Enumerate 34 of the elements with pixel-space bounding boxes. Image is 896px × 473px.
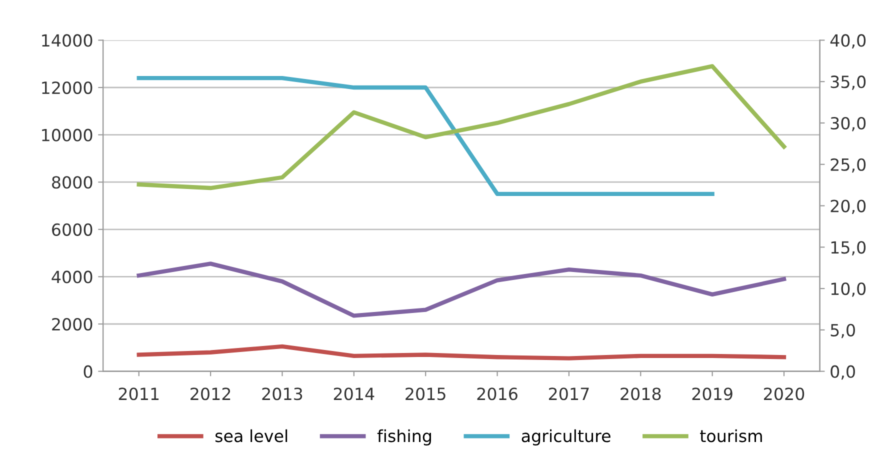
legend-label: tourism [700,429,762,442]
x-tick-label: 2011 [118,388,159,400]
y2-tick-label: 10,0 [831,282,866,297]
y2-tick-label: 35,0 [830,76,866,90]
x-tick-label: 2016 [477,388,518,400]
x-tick-label: 2014 [334,388,374,400]
x-tick-label: 2015 [406,388,446,400]
y-tick-label: 2000 [52,318,92,331]
y2-tick-label: 0,0 [830,365,855,380]
line-series [136,344,786,360]
y2-tick-label: 5,0 [830,324,855,338]
y-tick-label: 12000 [42,81,92,94]
y2-tick-label: 20,0 [830,200,866,214]
x-tick-label: 2020 [764,388,804,400]
y-tick-label: 4000 [52,270,92,284]
y-tick-label: 6000 [52,223,92,236]
legend-label: sea level [215,429,288,442]
x-tick-label: 2012 [190,388,230,400]
y-tick-label: 10000 [42,128,92,142]
line-series [136,262,786,318]
x-tick-label: 2019 [692,388,732,400]
legend-label: fishing [377,429,431,446]
y-tick-label: 8000 [52,176,92,189]
x-tick-label: 2018 [620,388,661,400]
legend-label: agriculture [522,429,610,446]
y2-tick-label: 25,0 [830,158,866,173]
y-tick-label: 0 [84,365,92,378]
y2-tick-label: 30,0 [830,116,866,132]
y2-tick-label: 15,0 [831,241,866,256]
y-tick-label: 14000 [42,34,92,47]
x-tick-label: 2013 [262,388,302,400]
x-tick-label: 2017 [548,388,589,400]
line-series [136,64,786,190]
y2-tick-label: 40,0 [830,34,866,48]
